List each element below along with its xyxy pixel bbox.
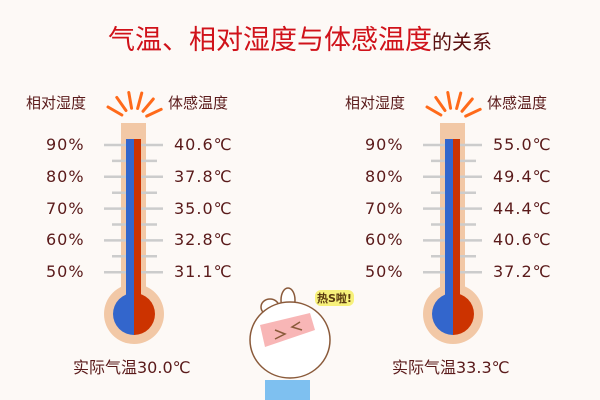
thermometer-panel-33: 相对湿度 体感温度 实际气温33.3℃ 90% 55.0℃ 80% 49.4℃ 70% 4… — [319, 0, 600, 400]
actual-temp: 实际气温30.0℃ — [73, 358, 191, 377]
feels-like-label: 40.6℃ — [174, 135, 233, 154]
hot-bulb — [453, 293, 474, 335]
actual-temp: 实际气温33.3℃ — [392, 358, 510, 377]
feels-header: 体感温度 — [487, 94, 548, 112]
ray-icon — [446, 90, 453, 110]
ray-icon — [460, 97, 474, 113]
ray-icon — [464, 107, 482, 118]
rabbit-icon — [249, 287, 331, 400]
humidity-label: 90% — [365, 135, 404, 154]
humidity-label: 80% — [46, 166, 85, 186]
humidity-header: 相对湿度 — [345, 94, 406, 112]
humidity-header: 相对湿度 — [26, 94, 87, 112]
cold-column — [126, 139, 134, 309]
humidity-label: 50% — [365, 262, 404, 282]
cold-bulb — [432, 293, 453, 335]
ray-icon — [145, 107, 163, 118]
feels-like-label: 32.8℃ — [174, 230, 233, 250]
sticker-text: 热S啦! — [315, 290, 354, 306]
feels-like-label: 55.0℃ — [493, 135, 552, 154]
ray-icon — [434, 95, 447, 113]
cold-column — [445, 139, 453, 309]
feels-header: 体感温度 — [168, 94, 229, 112]
humidity-label: 80% — [365, 166, 404, 186]
feels-like-label: 37.8℃ — [174, 166, 233, 186]
hot-column — [134, 139, 141, 309]
thermometer-panel-30: 相对湿度 体感温度 实际气温30.0℃ 90% 40.6℃ 80% 37.8℃ 70% 3… — [26, 90, 233, 377]
thermometer — [423, 90, 483, 344]
feels-like-label: 31.1℃ — [174, 262, 233, 282]
page-title: 气温、相对湿度与体感温度的关系 — [0, 18, 600, 57]
humidity-label: 60% — [365, 230, 404, 250]
cold-bulb — [113, 293, 134, 335]
ray-icon — [455, 91, 463, 110]
ray-icon — [115, 95, 128, 113]
thermometer — [104, 90, 164, 344]
ray-icon — [141, 97, 155, 113]
ray-icon — [106, 105, 124, 117]
feels-like-label: 40.6℃ — [493, 230, 552, 250]
feels-like-label: 44.4℃ — [493, 198, 552, 218]
ray-icon — [136, 91, 144, 110]
humidity-label: 90% — [46, 135, 85, 154]
humidity-label: 60% — [46, 230, 85, 250]
hot-bulb — [134, 293, 155, 335]
humidity-label: 70% — [46, 198, 85, 218]
feels-like-label: 49.4℃ — [493, 166, 552, 186]
ray-icon — [127, 90, 134, 110]
hot-column — [453, 139, 460, 309]
humidity-label: 70% — [365, 198, 404, 218]
feels-like-label: 35.0℃ — [174, 198, 233, 218]
ray-icon — [425, 105, 443, 117]
feels-like-label: 37.2℃ — [493, 262, 552, 282]
humidity-label: 50% — [46, 262, 85, 282]
rabbit-sticker: 热S啦! — [240, 285, 390, 400]
title-main: 气温、相对湿度与体感温度 — [108, 25, 432, 56]
title-sub: 的关系 — [432, 30, 492, 54]
